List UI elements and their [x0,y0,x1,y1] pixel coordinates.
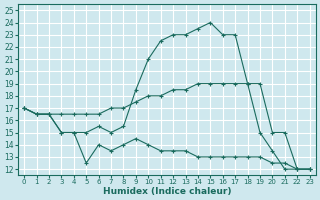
X-axis label: Humidex (Indice chaleur): Humidex (Indice chaleur) [103,187,231,196]
